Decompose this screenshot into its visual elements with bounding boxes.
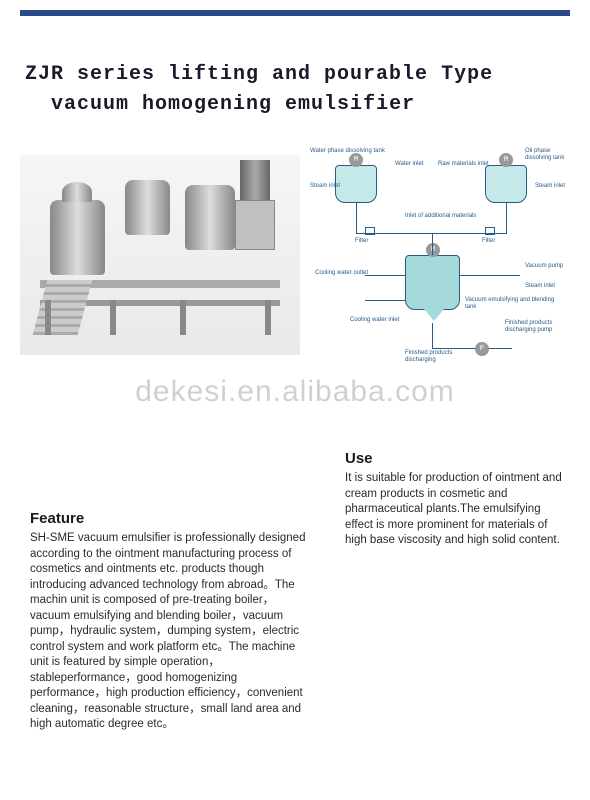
pipe-icon [356, 203, 357, 233]
main-tank-icon [405, 255, 460, 310]
diagram-label: Oil phase dissolving tank [525, 148, 575, 161]
use-text: It is suitable for production of ointmen… [345, 471, 570, 549]
tank-icon [125, 180, 170, 235]
motor-icon: M [499, 153, 513, 167]
leg-icon [180, 300, 186, 335]
machine-illustration [40, 170, 280, 340]
pipe-icon [432, 348, 512, 349]
control-panel-icon [235, 200, 275, 250]
diagram-label: Raw materials inlet [438, 161, 489, 168]
tank-icon [185, 185, 235, 250]
leg-icon [45, 300, 51, 335]
title-line-2: vacuum homogening emulsifier [51, 93, 415, 116]
process-diagram: M M M P Water phase dissolving tank Oil … [310, 145, 575, 365]
diagram-label: Inlet of additional materials [405, 213, 476, 220]
stairs-icon [33, 280, 93, 335]
watermark-text: dekesi.en.alibaba.com [0, 375, 590, 409]
pump-icon: P [475, 342, 489, 356]
leg-icon [110, 300, 116, 335]
diagram-label: Cooling water inlet [350, 317, 399, 324]
diagram-label: Finished products discharging pump [505, 320, 575, 333]
diagram-label: Filter [482, 238, 495, 245]
pipe-icon [460, 275, 520, 276]
feature-text: SH-SME vacuum emulsifier is professional… [30, 531, 310, 733]
filter-icon [485, 227, 495, 235]
pipe-icon [432, 233, 507, 234]
motor-icon [240, 160, 270, 200]
diagram-label: Steam inlet [525, 283, 555, 290]
pipe-icon [365, 300, 405, 301]
filter-icon [365, 227, 375, 235]
pipe-icon [506, 203, 507, 233]
motor-icon: M [349, 153, 363, 167]
top-divider-bar [20, 10, 570, 16]
pipe-icon [365, 275, 405, 276]
pipe-icon [432, 323, 433, 348]
motor-icon: M [426, 243, 440, 257]
tank-icon [50, 200, 105, 275]
leg-icon [265, 300, 271, 335]
use-heading: Use [345, 450, 570, 467]
feature-heading: Feature [30, 510, 310, 527]
diagram-label: Vacuum pump [525, 263, 563, 270]
diagram-label: Water phase dissolving tank [310, 148, 385, 155]
diagram-label: Vacuum emulsifying and blending tank [465, 297, 565, 310]
diagram-label: Steam inlet [535, 183, 565, 190]
diagram-label: Cooling water outlet [315, 270, 368, 277]
product-photo [20, 155, 300, 355]
diagram-label: Finished products discharging [405, 350, 475, 363]
pipe-icon [432, 233, 433, 255]
diagram-label: Water inlet [395, 161, 423, 168]
diagram-label: Steam inlet [310, 183, 340, 190]
water-phase-tank-icon [335, 165, 377, 203]
page-title: ZJR series lifting and pourable Type vac… [25, 60, 565, 120]
feature-section: Feature SH-SME vacuum emulsifier is prof… [30, 510, 310, 733]
diagram-label: Filter [355, 238, 368, 245]
title-line-1: ZJR series lifting and pourable Type [25, 63, 493, 86]
oil-phase-tank-icon [485, 165, 527, 203]
use-section: Use It is suitable for production of oin… [345, 450, 570, 549]
